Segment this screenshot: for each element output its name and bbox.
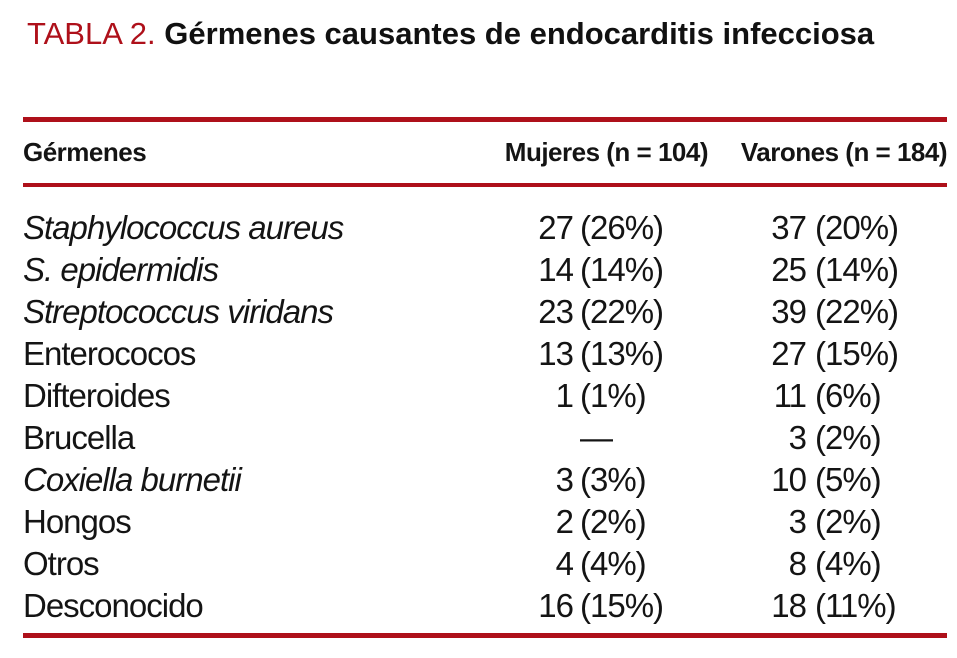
table-number: TABLA 2. xyxy=(27,16,156,51)
varones-percent: (2%) xyxy=(815,419,882,456)
col-header-varones: Varones (n = 184) xyxy=(740,137,948,167)
varones-count: 8 xyxy=(788,545,807,582)
germ-name: Enterococos xyxy=(23,335,196,372)
mujeres-count: 2 xyxy=(555,503,574,540)
mujeres-percent: (15%) xyxy=(580,587,664,624)
mujeres-percent: (3%) xyxy=(580,461,647,498)
varones-percent: (14%) xyxy=(815,251,899,288)
varones-count: 3 xyxy=(788,503,807,540)
varones-count: 37 xyxy=(771,209,807,246)
col-header-germenes: Gérmenes xyxy=(23,137,147,167)
varones-percent: (6%) xyxy=(815,377,882,414)
mujeres-count: 4 xyxy=(555,545,574,582)
germ-name: S. epidermidis xyxy=(23,251,219,288)
varones-count: 3 xyxy=(788,419,807,456)
varones-count: 10 xyxy=(771,461,807,498)
table-body: Staphylococcus aureus 27 (26%) 37 (20%) … xyxy=(23,187,947,633)
mujeres-percent: (26%) xyxy=(580,209,664,246)
table-row: S. epidermidis 14 (14%) 25 (14%) xyxy=(23,249,947,291)
varones-percent: (11%) xyxy=(815,587,897,624)
germ-name: Brucella xyxy=(23,419,135,456)
table-row: Desconocido 16 (15%) 18 (11%) xyxy=(23,585,947,627)
germ-name: Otros xyxy=(23,545,100,582)
varones-count: 27 xyxy=(771,335,807,372)
mujeres-none-dash: — xyxy=(580,419,613,456)
varones-count: 39 xyxy=(771,293,807,330)
table-caption: Gérmenes causantes de endocarditis infec… xyxy=(164,16,875,51)
mujeres-count: 3 xyxy=(555,461,574,498)
germ-name: Difteroides xyxy=(23,377,171,414)
table-row: Otros 4 (4%) 8 (4%) xyxy=(23,543,947,585)
germs-table: Gérmenes Mujeres (n = 104) Varones (n = … xyxy=(23,117,948,638)
mujeres-percent: (13%) xyxy=(580,335,664,372)
col-header-mujeres: Mujeres (n = 104) xyxy=(504,137,709,167)
germ-name: Streptococcus viridans xyxy=(23,293,334,330)
mujeres-count: 14 xyxy=(538,251,574,288)
mujeres-count: 13 xyxy=(538,335,574,372)
varones-percent: (4%) xyxy=(815,545,882,582)
table-row: Coxiella burnetii 3 (3%) 10 (5%) xyxy=(23,459,947,501)
mujeres-percent: (4%) xyxy=(580,545,647,582)
mujeres-percent: (14%) xyxy=(580,251,664,288)
table-row: Hongos 2 (2%) 3 (2%) xyxy=(23,501,947,543)
mujeres-percent: (2%) xyxy=(580,503,647,540)
germ-name: Desconocido xyxy=(23,587,204,624)
mujeres-count: 16 xyxy=(538,587,574,624)
table-header-row: Gérmenes Mujeres (n = 104) Varones (n = … xyxy=(23,122,948,183)
mujeres-count: 23 xyxy=(538,293,574,330)
varones-percent: (20%) xyxy=(815,209,899,246)
mujeres-percent: (22%) xyxy=(580,293,664,330)
varones-percent: (22%) xyxy=(815,293,899,330)
germ-name: Coxiella burnetii xyxy=(23,461,242,498)
mujeres-count: 27 xyxy=(538,209,574,246)
varones-percent: (15%) xyxy=(815,335,899,372)
germ-name: Hongos xyxy=(23,503,132,540)
bottom-rule xyxy=(23,633,947,638)
header-divider-rule xyxy=(23,183,947,187)
varones-percent: (5%) xyxy=(815,461,882,498)
table-row: Brucella — 3 (2%) xyxy=(23,417,947,459)
table-row: Difteroides 1 (1%) 11 (6%) xyxy=(23,375,947,417)
varones-count: 18 xyxy=(771,587,807,624)
varones-count: 25 xyxy=(771,251,807,288)
table-title: TABLA 2. Gérmenes causantes de endocardi… xyxy=(27,12,874,56)
mujeres-count: 1 xyxy=(555,377,574,414)
varones-count: 11 xyxy=(773,377,807,414)
mujeres-percent: (1%) xyxy=(580,377,647,414)
table-row: Enterococos 13 (13%) 27 (15%) xyxy=(23,333,947,375)
germ-name: Staphylococcus aureus xyxy=(23,209,344,246)
varones-percent: (2%) xyxy=(815,503,882,540)
table-row: Streptococcus viridans 23 (22%) 39 (22%) xyxy=(23,291,947,333)
top-rule xyxy=(23,117,947,122)
table-row: Staphylococcus aureus 27 (26%) 37 (20%) xyxy=(23,207,947,249)
